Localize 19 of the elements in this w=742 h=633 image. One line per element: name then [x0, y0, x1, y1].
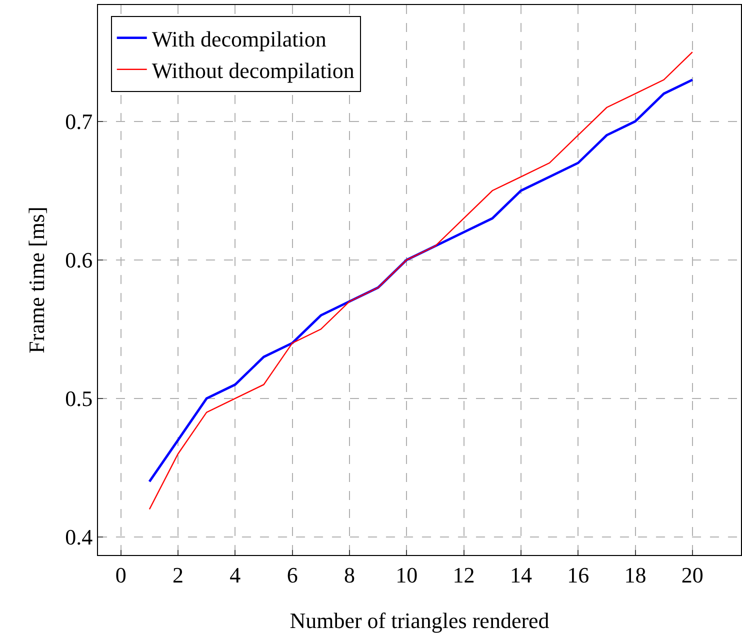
- y-axis-title: Frame time [ms]: [24, 206, 49, 354]
- y-tick-label: 0.4: [65, 524, 93, 550]
- x-tick-label: 18: [624, 562, 646, 588]
- x-tick-label: 10: [396, 562, 418, 588]
- x-tick-label: 14: [510, 562, 532, 588]
- x-tick-label: 20: [681, 562, 704, 588]
- x-tick-label: 6: [286, 562, 298, 588]
- y-tick-label: 0.5: [65, 386, 93, 412]
- x-axis-title: Number of triangles rendered: [290, 608, 550, 633]
- y-tick-label: 0.6: [65, 248, 93, 273]
- y-tick-label: 0.7: [65, 109, 93, 134]
- x-tick-label: 2: [172, 562, 184, 588]
- x-tick-label: 16: [567, 562, 590, 588]
- legend-label: Without decompilation: [152, 58, 354, 83]
- x-tick-label: 8: [344, 562, 355, 588]
- x-tick-label: 4: [230, 562, 241, 588]
- x-tick-label: 0: [115, 562, 126, 588]
- legend-label: With decompilation: [152, 26, 326, 52]
- x-tick-label: 12: [452, 562, 475, 588]
